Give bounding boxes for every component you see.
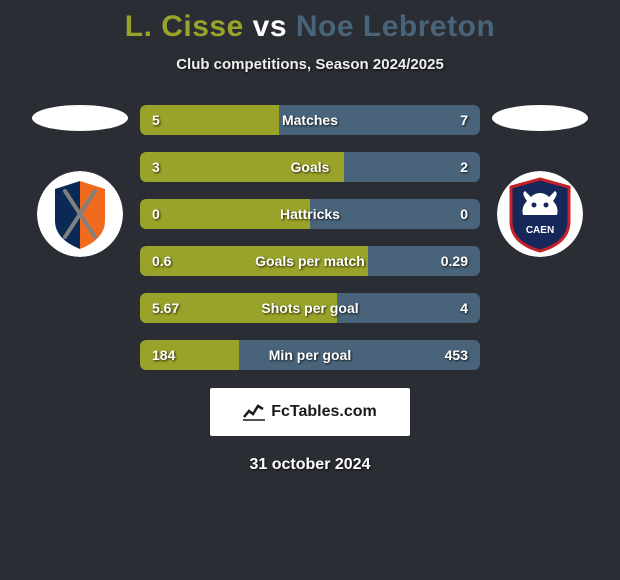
player1-club-crest [37, 171, 123, 257]
page-title: L. Cisse vs Noe Lebreton [125, 10, 495, 44]
date-label: 31 october 2024 [250, 456, 371, 474]
stat-value-left: 3 [152, 159, 160, 175]
subtitle: Club competitions, Season 2024/2025 [176, 56, 444, 73]
player1-placeholder [32, 105, 128, 131]
left-column [20, 105, 140, 257]
stat-row: 5.67 Shots per goal 4 [140, 293, 480, 323]
shield-icon [37, 171, 123, 257]
stat-label: Goals [291, 159, 330, 175]
stat-value-right: 0.29 [441, 253, 468, 269]
stat-label: Goals per match [255, 253, 365, 269]
stat-row: 3 Goals 2 [140, 152, 480, 182]
brand-badge[interactable]: FcTables.com [210, 388, 410, 436]
svg-text:CAEN: CAEN [526, 225, 554, 236]
stat-label: Hattricks [280, 206, 340, 222]
brand-text: FcTables.com [271, 403, 377, 421]
stat-value-left: 5.67 [152, 300, 179, 316]
chart-icon [243, 403, 265, 421]
stat-label: Matches [282, 112, 338, 128]
stat-value-left: 0 [152, 206, 160, 222]
stat-row: 184 Min per goal 453 [140, 340, 480, 370]
player2-club-crest: CAEN [497, 171, 583, 257]
stat-row: 0.6 Goals per match 0.29 [140, 246, 480, 276]
title-player2: Noe Lebreton [296, 10, 495, 43]
stat-label: Min per goal [269, 347, 351, 363]
stat-value-right: 4 [460, 300, 468, 316]
comparison-card: L. Cisse vs Noe Lebreton Club competitio… [0, 0, 620, 474]
stat-value-right: 7 [460, 112, 468, 128]
stat-value-left: 184 [152, 347, 175, 363]
shield-icon: CAEN [497, 171, 583, 257]
stat-value-right: 2 [460, 159, 468, 175]
stat-value-left: 0.6 [152, 253, 171, 269]
title-vs: vs [253, 10, 287, 43]
title-player1: L. Cisse [125, 10, 244, 43]
stat-label: Shots per goal [261, 300, 358, 316]
bar-left-fill [140, 105, 279, 135]
player2-placeholder [492, 105, 588, 131]
stat-value-right: 453 [445, 347, 468, 363]
stat-row: 5 Matches 7 [140, 105, 480, 135]
stats-bars: 5 Matches 7 3 Goals 2 0 Hattricks 0 0.6 Goals per … [140, 105, 480, 370]
stat-value-left: 5 [152, 112, 160, 128]
right-column: CAEN [480, 105, 600, 257]
content-row: 5 Matches 7 3 Goals 2 0 Hattricks 0 0.6 Goals per … [0, 105, 620, 370]
stat-value-right: 0 [460, 206, 468, 222]
stat-row: 0 Hattricks 0 [140, 199, 480, 229]
